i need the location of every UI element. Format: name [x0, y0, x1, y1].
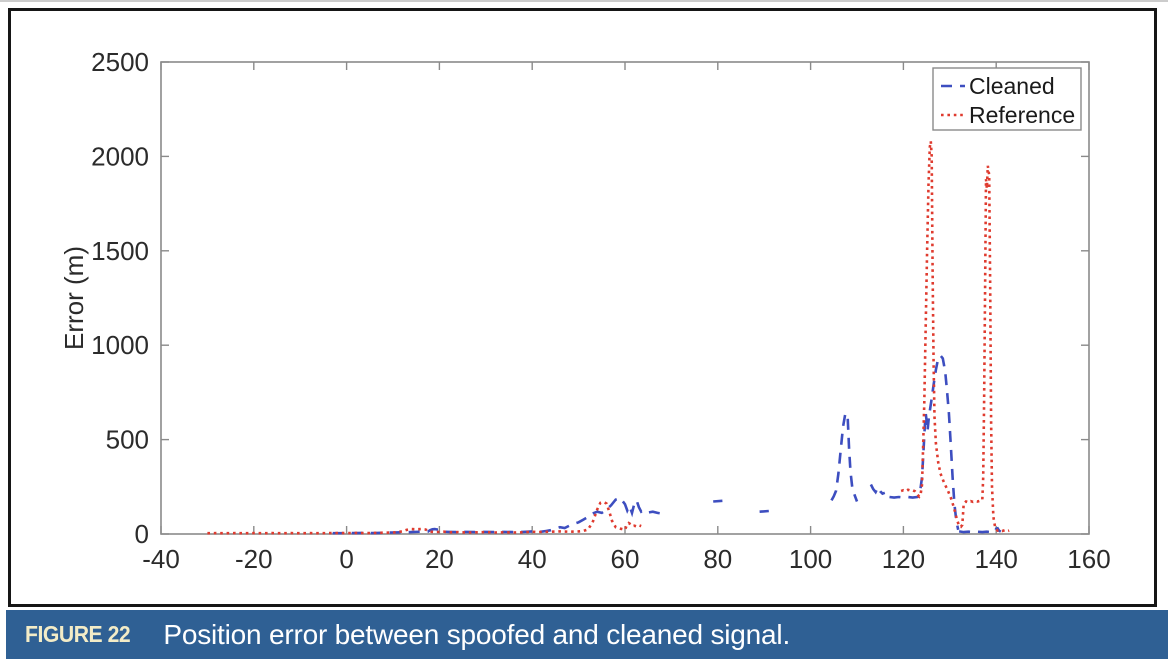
y-axis-tick-label: 1000 — [91, 330, 149, 360]
error-chart-canvas: -40 -20 0 20 40 60 80 100 120 140 160 0 500 1000 1500 2… — [59, 47, 1111, 574]
series-segment — [713, 499, 723, 503]
y-axis-title: Error (m) — [59, 246, 89, 350]
figure-number-label: FIGURE 22 — [25, 621, 131, 647]
y-axis-tick-label: 2500 — [91, 47, 149, 77]
legend-box — [932, 67, 1082, 131]
x-axis-tick-label: -40 — [142, 544, 180, 574]
x-axis-tick-label: 100 — [789, 544, 832, 574]
y-axis-tick-label: 0 — [135, 519, 149, 549]
series-reference-line — [207, 141, 1010, 535]
legend-label-reference: Reference — [969, 102, 1075, 128]
series-segment — [332, 496, 663, 535]
x-axis-tick-label: 120 — [882, 544, 925, 574]
series-cleaned-line — [332, 353, 1002, 535]
x-axis-tick-label: 60 — [611, 544, 640, 574]
x-axis-tick-label: 40 — [518, 544, 547, 574]
series-segment — [207, 500, 642, 535]
chart-figure: -40 -20 0 20 40 60 80 100 120 140 160 0 500 1000 1500 2… — [8, 8, 1157, 607]
series-segment — [759, 509, 769, 513]
series-segment — [830, 409, 859, 502]
x-axis-tick-label: 160 — [1067, 544, 1110, 574]
page-top-edge — [0, 0, 1168, 2]
y-axis-tick-label: 1500 — [91, 236, 149, 266]
x-axis-tick-label: 80 — [703, 544, 732, 574]
figure-caption-bar: FIGURE 22 Position error between spoofed… — [6, 610, 1168, 659]
legend: Cleaned Reference — [932, 67, 1082, 131]
series-segment — [958, 526, 1002, 534]
y-axis-tick-label: 2000 — [91, 141, 149, 171]
plot-area — [160, 61, 1090, 535]
legend-label-cleaned: Cleaned — [969, 73, 1055, 99]
x-axis-tick-label: -20 — [235, 544, 273, 574]
series-segment — [900, 141, 1010, 533]
series-segment — [889, 353, 960, 531]
x-axis-tick-label: 0 — [339, 544, 353, 574]
x-axis-tick-label: 20 — [425, 544, 454, 574]
series-segment — [869, 483, 886, 496]
figure-caption-text: Position error between spoofed and clean… — [163, 618, 791, 650]
x-axis-tick-label: 140 — [975, 544, 1018, 574]
y-axis-tick-label: 500 — [106, 425, 149, 455]
